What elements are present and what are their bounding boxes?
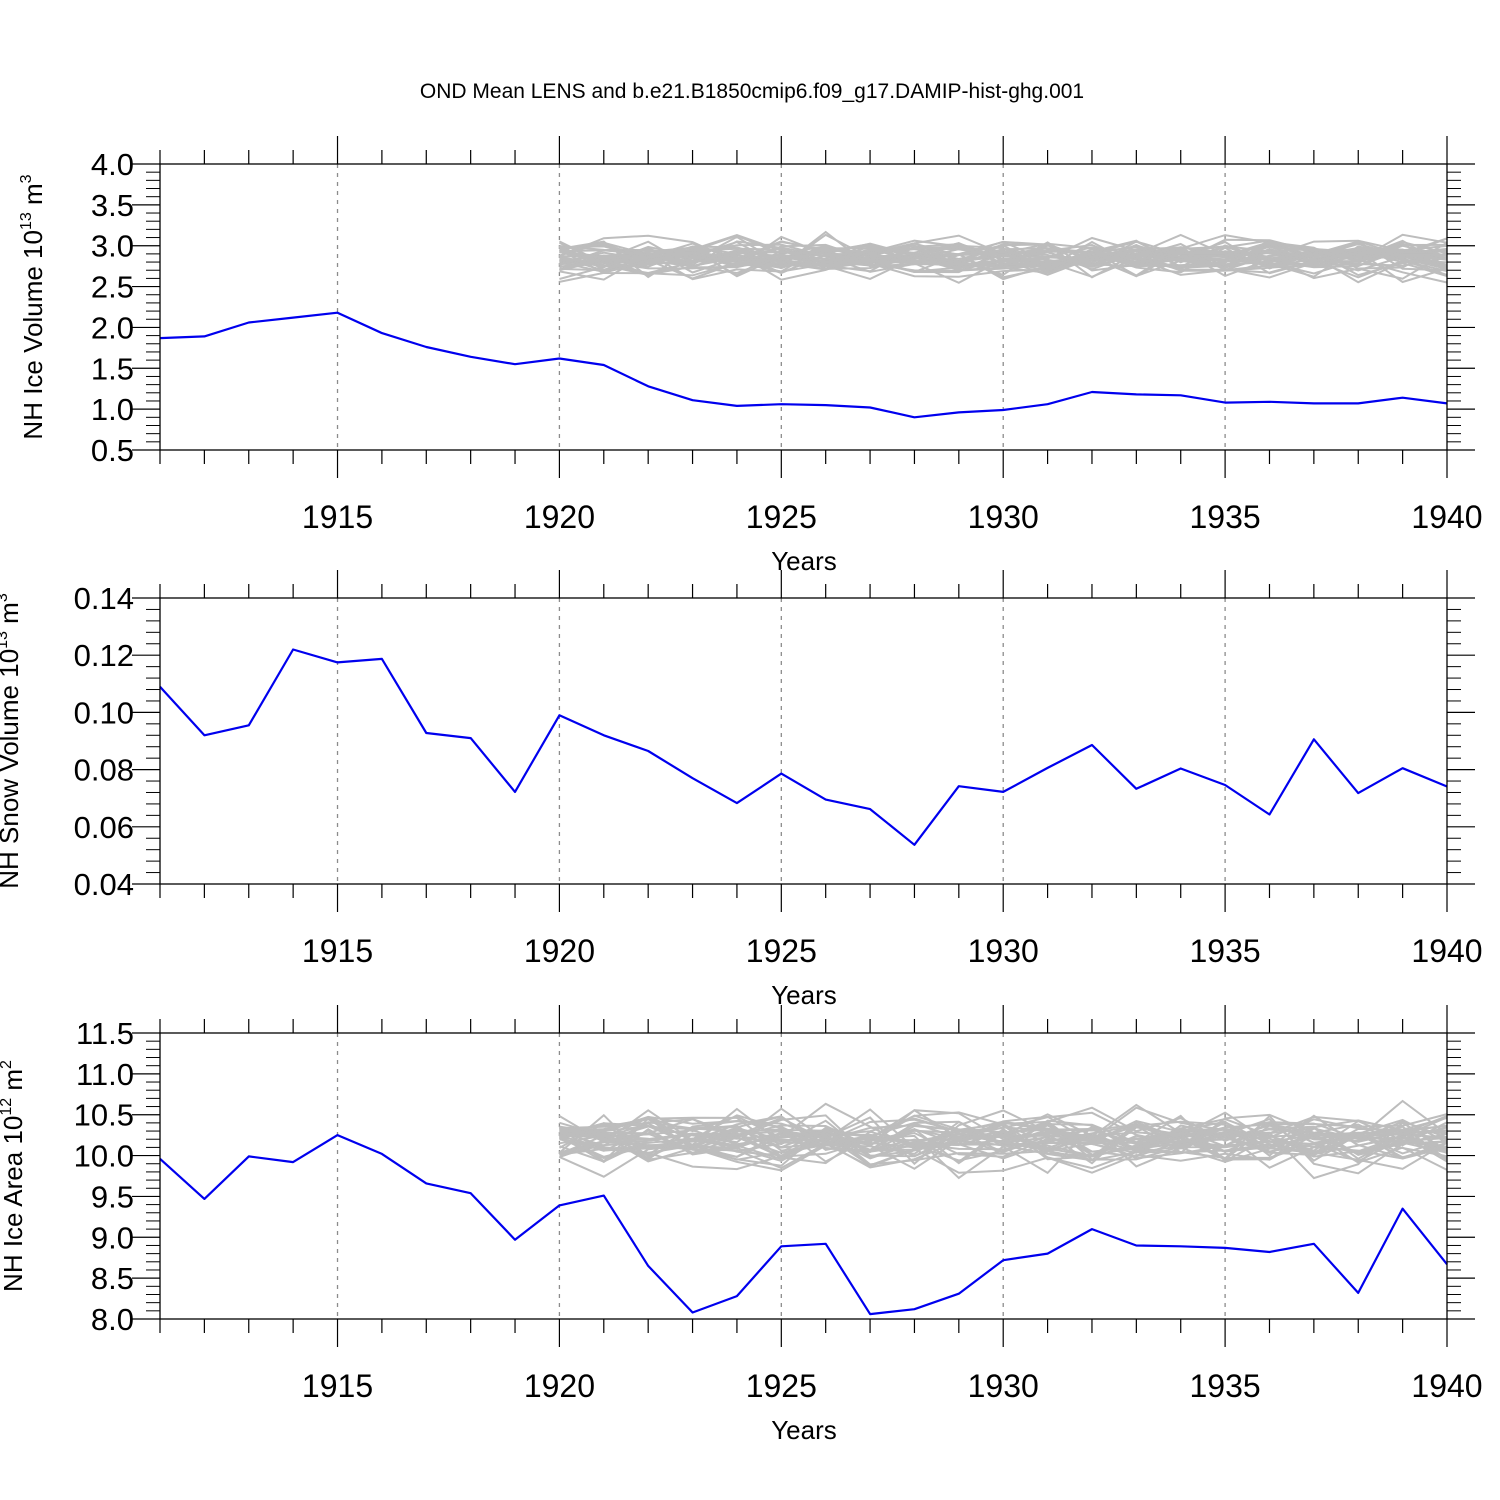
plot-frame <box>159 597 1448 885</box>
y-tick-label: 2.5 <box>91 270 134 305</box>
ice-volume-panel: 1915 1920 1925 1930 1935 1940 Years 0.5 1.0 1.5 2.… <box>18 136 1483 576</box>
x-tick-label: 1935 <box>1190 933 1261 969</box>
y-tick-label: 9.5 <box>91 1179 134 1214</box>
x-tick-label: 1925 <box>746 499 817 535</box>
y-tick-label: 8.0 <box>91 1302 134 1337</box>
y-axis-label: NH Snow Volume 1013 m3 <box>0 593 24 889</box>
figure-title: OND Mean LENS and b.e21.B1850cmip6.f09_g… <box>420 80 1084 103</box>
x-tick-label: 1920 <box>524 1368 595 1404</box>
y-axis-label-part: NH Ice Area 10 <box>0 1116 28 1292</box>
y-axis-label-superscript: 3 <box>0 593 11 602</box>
y-tick-label: 3.5 <box>91 188 134 223</box>
y-axis-label-part: m <box>0 1069 28 1098</box>
y-axis-label-superscript: 3 <box>18 174 35 183</box>
y-tick-label: 0.14 <box>74 581 134 616</box>
series-line <box>159 648 1448 846</box>
y-tick-label: 11.5 <box>76 1016 134 1051</box>
series-line <box>159 1133 1448 1316</box>
y-axis-label: NH Ice Volume 1013 m3 <box>18 174 48 439</box>
y-tick-label: 0.04 <box>74 867 134 902</box>
y-tick-label: 4.0 <box>91 147 134 182</box>
ensemble-member-line <box>559 1115 1448 1162</box>
x-tick-label: 1920 <box>524 499 595 535</box>
ensemble-member-line <box>559 1107 1448 1146</box>
y-tick-label: 11.0 <box>76 1057 134 1092</box>
ensemble-member-line <box>558 1126 1448 1166</box>
y-tick-label: 0.10 <box>74 695 134 730</box>
y-tick-label: 1.5 <box>91 351 134 386</box>
y-tick-label: 0.06 <box>74 810 134 845</box>
y-axis-label-part: NH Snow Volume 10 <box>0 649 24 889</box>
plot-frame <box>159 1032 1448 1320</box>
snow-volume-panel: 1915 1920 1925 1930 1935 1940 Years 0.04 0.06 0.0… <box>0 570 1483 1010</box>
y-tick-label: 0.08 <box>74 753 134 788</box>
ensemble-member-line <box>559 1120 1448 1160</box>
x-tick-label: 1930 <box>968 499 1039 535</box>
ensemble-member-line <box>558 1113 1448 1161</box>
x-tick-label: 1920 <box>524 933 595 969</box>
x-tick-label: 1915 <box>302 933 373 969</box>
ensemble-member-line <box>559 1121 1448 1162</box>
ice-area-panel: 1915 1920 1925 1930 1935 1940 Years 8.0 8.5 9.0 9.… <box>0 1005 1483 1445</box>
ensemble-member-line <box>558 245 1448 271</box>
y-axis-label-part: m <box>18 183 48 212</box>
y-tick-label: 8.5 <box>91 1261 134 1296</box>
y-tick-label: 2.0 <box>91 310 134 345</box>
ensemble-member-line <box>559 1103 1448 1150</box>
x-axis-label: Years <box>771 546 837 576</box>
y-tick-label: 10.5 <box>74 1098 134 1133</box>
plot-frame <box>159 163 1448 451</box>
y-tick-label: 1.0 <box>91 392 134 427</box>
y-axis-label-part: m <box>0 602 24 631</box>
ensemble-member-line <box>559 244 1448 277</box>
y-tick-label: 10.0 <box>74 1139 134 1174</box>
x-tick-label: 1925 <box>746 933 817 969</box>
y-axis-label-superscript: 13 <box>0 631 11 649</box>
y-tick-label: 3.0 <box>91 229 134 264</box>
ensemble-member-line <box>559 1118 1448 1169</box>
x-axis-label: Years <box>771 980 837 1010</box>
ensemble-member-line <box>559 241 1448 283</box>
x-tick-label: 1915 <box>302 1368 373 1404</box>
x-tick-label: 1935 <box>1190 1368 1261 1404</box>
ensemble-member-line <box>558 1114 1448 1163</box>
y-tick-label: 0.5 <box>91 433 134 468</box>
y-axis-label-part: NH Ice Volume 10 <box>18 230 48 440</box>
y-tick-label: 9.0 <box>91 1220 134 1255</box>
y-axis-label-superscript: 2 <box>0 1060 15 1069</box>
x-tick-label: 1925 <box>746 1368 817 1404</box>
y-axis-label-superscript: 12 <box>0 1098 15 1116</box>
x-tick-label: 1930 <box>968 1368 1039 1404</box>
y-axis-label: NH Ice Area 1012 m2 <box>0 1060 28 1292</box>
x-tick-label: 1915 <box>302 499 373 535</box>
x-tick-label: 1940 <box>1411 933 1482 969</box>
x-tick-label: 1930 <box>968 933 1039 969</box>
ensemble-member-line <box>559 1114 1448 1163</box>
x-tick-label: 1940 <box>1411 499 1482 535</box>
ensemble-member-line <box>559 234 1448 264</box>
x-axis-label: Years <box>771 1415 837 1445</box>
series-line <box>159 311 1448 419</box>
x-tick-label: 1935 <box>1190 499 1261 535</box>
x-tick-label: 1940 <box>1411 1368 1482 1404</box>
y-axis-label-superscript: 13 <box>18 212 35 230</box>
y-tick-label: 0.12 <box>74 638 134 673</box>
